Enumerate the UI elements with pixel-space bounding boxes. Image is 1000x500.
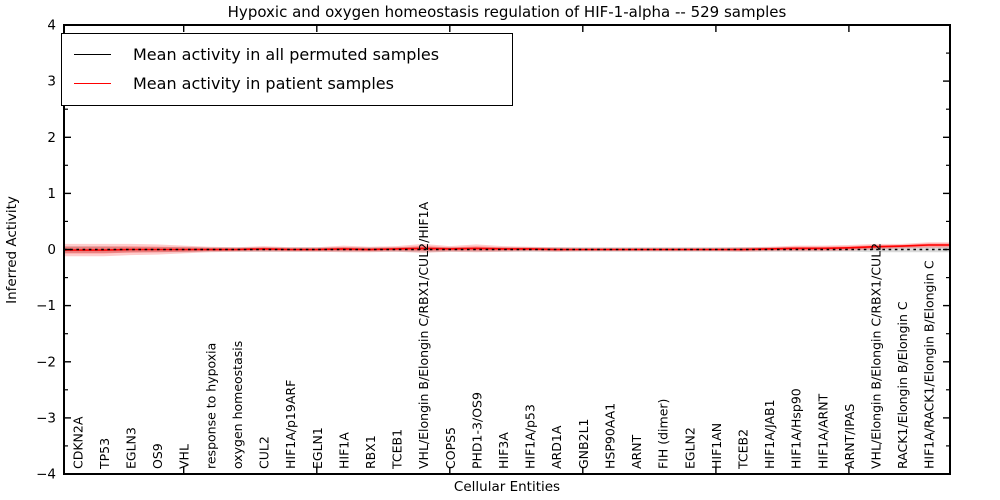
y-tick-label: 0 <box>47 242 56 258</box>
x-category-label: HIF1A/ARNT <box>815 393 830 469</box>
x-category-label: VHL/Elongin B/Elongin C/RBX1/CUL2/HIF1A <box>416 201 431 469</box>
x-category-label: GNB2L1 <box>576 419 591 469</box>
x-category-label: HIF1A/Hsp90 <box>789 388 804 469</box>
legend-line-sample-red <box>74 83 111 84</box>
x-category-label: TCEB1 <box>390 429 405 470</box>
x-category-label: HIF1A/RACK1/Elongin B/Elongin C <box>922 260 937 469</box>
legend-entry-patient: Mean activity in patient samples <box>74 69 502 98</box>
y-tick-label: −2 <box>36 354 56 370</box>
y-tick-label: 4 <box>47 18 56 34</box>
x-category-label: EGLN2 <box>682 427 697 469</box>
x-category-label: ARD1A <box>549 425 564 469</box>
x-category-label: EGLN1 <box>310 427 325 469</box>
y-tick-label: −3 <box>36 410 56 426</box>
legend-box: Mean activity in all permuted samples Me… <box>61 33 513 106</box>
y-tick-label: 2 <box>47 130 56 146</box>
x-category-label: TP53 <box>97 438 112 470</box>
x-category-label: TCEB2 <box>736 429 751 470</box>
legend-line-sample-black <box>74 54 111 55</box>
legend-label: Mean activity in patient samples <box>133 74 394 93</box>
x-category-label: CUL2 <box>257 436 272 469</box>
x-category-label: RACK1/Elongin B/Elongin C <box>895 301 910 469</box>
x-category-label: OS9 <box>150 443 165 469</box>
x-category-label: EGLN3 <box>124 427 139 469</box>
legend-label: Mean activity in all permuted samples <box>133 45 440 64</box>
x-axis-label: Cellular Entities <box>453 479 561 495</box>
x-category-label: VHL <box>177 444 192 469</box>
y-tick-label: −4 <box>36 467 56 483</box>
x-category-label: HSP90AA1 <box>602 403 617 469</box>
x-category-label: FIH (dimer) <box>656 399 671 469</box>
legend-entry-permuted: Mean activity in all permuted samples <box>74 40 502 69</box>
x-category-label: HIF3A <box>496 432 511 469</box>
x-category-label: response to hypoxia <box>203 343 218 469</box>
x-category-label: RBX1 <box>363 435 378 469</box>
y-tick-label: −1 <box>36 298 56 314</box>
x-category-label: COPS5 <box>443 427 458 469</box>
x-category-label: HIF1AN <box>709 423 724 469</box>
x-category-label: PHD1-3/OS9 <box>469 392 484 469</box>
x-category-label: ARNT/IPAS <box>842 404 857 469</box>
x-category-label: ARNT <box>629 434 644 469</box>
x-category-label: VHL/Elongin B/Elongin C/RBX1/CUL2 <box>869 243 884 469</box>
y-tick-label: 3 <box>47 74 56 90</box>
y-tick-label: 1 <box>47 186 56 202</box>
x-category-label: HIF1A/JAB1 <box>762 399 777 469</box>
x-category-label: HIF1A/p53 <box>523 404 538 469</box>
x-category-label: oxygen homeostasis <box>230 341 245 469</box>
x-category-label: HIF1A <box>336 432 351 469</box>
x-category-label: CDKN2A <box>70 416 85 469</box>
x-category-label: HIF1A/p19ARF <box>283 380 298 469</box>
chart-title: Hypoxic and oxygen homeostasis regulatio… <box>227 3 787 21</box>
